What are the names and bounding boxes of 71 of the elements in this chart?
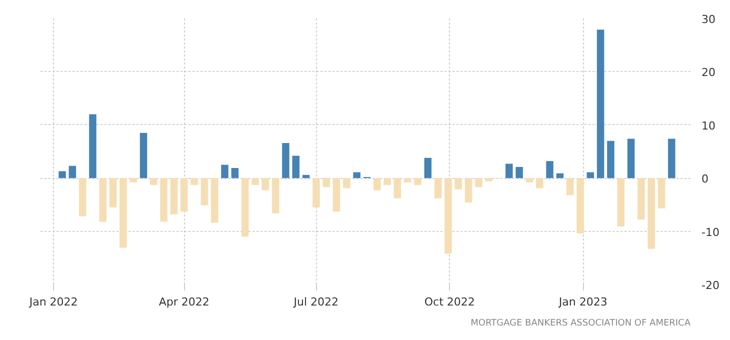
bar	[200, 178, 208, 206]
bar	[444, 178, 452, 254]
bar	[434, 178, 442, 198]
bar	[302, 174, 310, 178]
bar	[596, 30, 604, 178]
bar	[130, 178, 137, 182]
bar	[475, 178, 482, 188]
x-tick-label: Jan 2023	[558, 296, 608, 308]
bar	[109, 178, 117, 208]
bar	[648, 178, 655, 249]
bar	[404, 178, 412, 182]
bar	[170, 178, 178, 214]
bar	[586, 172, 594, 178]
bar	[322, 178, 330, 188]
bar	[252, 178, 259, 186]
bar	[485, 178, 492, 182]
x-tick-label: Oct 2022	[424, 296, 475, 308]
bar	[99, 178, 107, 222]
bar	[464, 178, 472, 203]
bar	[262, 178, 270, 190]
bar	[89, 114, 96, 178]
bar	[454, 178, 462, 190]
bar	[120, 178, 127, 248]
bar	[160, 178, 168, 222]
bar	[638, 178, 645, 220]
bar	[516, 166, 523, 178]
bar	[394, 178, 402, 198]
bar	[566, 178, 574, 196]
bar	[353, 172, 360, 178]
bar	[668, 138, 676, 178]
bar	[221, 164, 228, 178]
bar	[373, 178, 381, 190]
y-tick-label: 10	[702, 119, 716, 132]
bar	[384, 178, 391, 186]
x-tick-label: Jul 2022	[292, 296, 339, 308]
y-tick-label: -10	[702, 226, 720, 239]
y-tick-label: 0	[702, 172, 708, 186]
bar	[627, 138, 635, 178]
bar	[241, 178, 249, 237]
bar	[526, 178, 534, 182]
bar	[546, 161, 554, 178]
bar	[150, 178, 158, 186]
bar	[231, 168, 239, 178]
bar	[140, 132, 148, 178]
y-tick-label: 30	[702, 13, 716, 26]
bar	[424, 158, 432, 178]
bar	[607, 140, 614, 178]
bar	[312, 178, 320, 208]
x-tick-label: Apr 2022	[158, 296, 210, 308]
text: MORTGAGE BANKERS ASSOCIATION OF AMERICA	[470, 318, 692, 328]
bar	[658, 178, 666, 208]
bar	[180, 178, 188, 212]
bar	[210, 178, 218, 223]
bar	[343, 178, 350, 188]
bar	[506, 164, 513, 178]
bar	[190, 178, 198, 186]
y-tick-label: 20	[702, 66, 716, 80]
bar	[68, 166, 76, 178]
bar	[78, 178, 86, 216]
bar	[536, 178, 544, 188]
bar	[292, 156, 300, 178]
bar	[556, 173, 564, 178]
bar	[332, 178, 340, 212]
bar	[58, 171, 66, 178]
bar	[272, 178, 280, 214]
bar	[617, 178, 624, 227]
bar	[576, 178, 584, 234]
x-tick-label: Jan 2022	[28, 296, 78, 308]
bar	[414, 178, 422, 186]
y-tick-label: -20	[702, 279, 720, 292]
bar	[282, 142, 290, 178]
